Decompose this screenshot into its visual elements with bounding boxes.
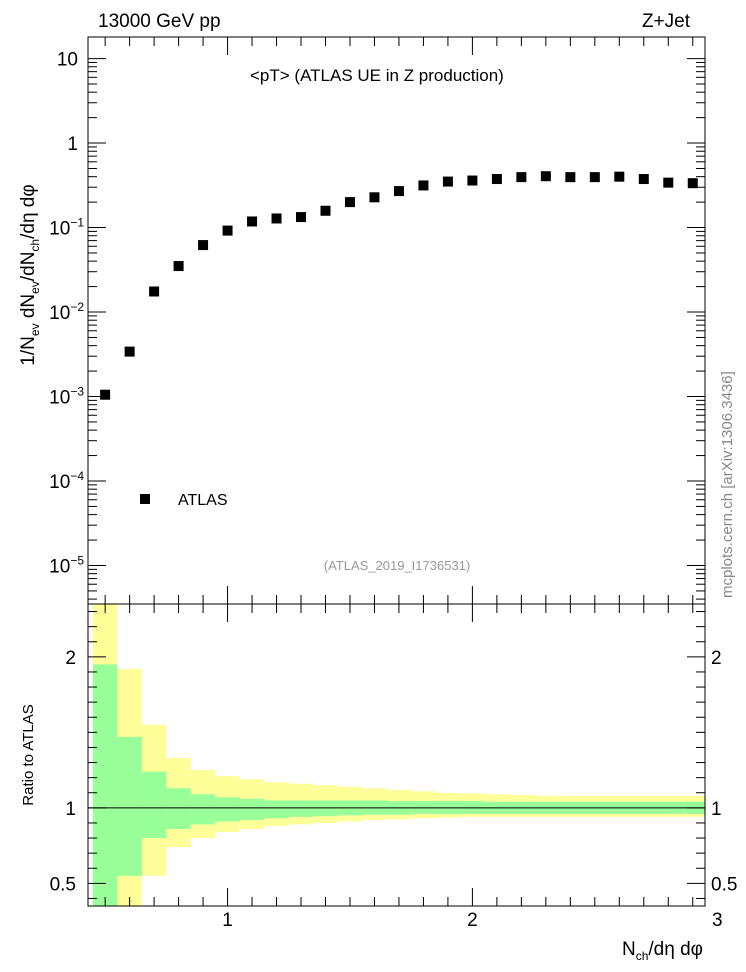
- header-energy-label: 13000 GeV pp: [98, 11, 221, 32]
- data-point: [149, 286, 160, 297]
- data-point: [393, 186, 404, 197]
- ratio-panel: 0.5 0.5 1 1 2 2 1 2 3: [50, 603, 737, 931]
- main-panel: 10 1 10−1 10−2 10−3 10−4 10−5 <pT> (ATLAS UE i…: [49, 36, 706, 605]
- data-point: [442, 176, 453, 187]
- y-tick-label: 10−3: [49, 385, 84, 409]
- data-point: [589, 172, 600, 183]
- data-points: [100, 171, 698, 400]
- ratio-band-bin: [239, 798, 265, 820]
- data-point: [344, 197, 355, 208]
- data-point: [247, 216, 258, 227]
- main-frame: [87, 36, 706, 605]
- data-point: [173, 261, 184, 272]
- main-x-ticks: [104, 37, 694, 604]
- x-tick-label: 1: [222, 910, 233, 931]
- ratio-y-tick-label: 0.5: [50, 874, 76, 895]
- data-point: [467, 175, 478, 186]
- y-tick-label: 10−1: [49, 216, 84, 240]
- data-point: [222, 225, 233, 236]
- data-point: [418, 180, 429, 191]
- chart-title: <pT> (ATLAS UE in Z production): [250, 66, 504, 85]
- data-point: [565, 172, 576, 183]
- data-point: [100, 389, 111, 400]
- data-point: [271, 213, 282, 224]
- ratio-band-bin: [117, 736, 142, 876]
- ratio-y-tick-label-right: 0.5: [711, 874, 737, 895]
- ratio-bands: [92, 604, 705, 906]
- data-point: [614, 171, 625, 182]
- ratio-band-bin: [92, 664, 118, 906]
- analysis-id: (ATLAS_2019_I1736531): [324, 558, 470, 573]
- main-y-axis-label: 1/Nev dNev/dNch/dη dφ: [18, 184, 42, 365]
- data-point: [491, 174, 502, 185]
- x-tick-label: 2: [467, 910, 478, 931]
- data-point: [296, 212, 307, 223]
- data-point: [369, 192, 380, 203]
- header-process-label: Z+Jet: [642, 11, 691, 32]
- ratio-band-bin: [141, 771, 167, 839]
- y-tick-label: 1: [67, 134, 78, 155]
- side-source-label: mcplots.cern.ch [arXiv:1306.3436]: [719, 371, 736, 598]
- y-tick-label: 10: [57, 50, 78, 71]
- ratio-y-ticks: 0.5 0.5 1 1 2 2: [50, 611, 737, 899]
- x-axis-label: Nch/dη dφ: [622, 939, 703, 963]
- ratio-x-ticks: 1 2 3: [104, 604, 723, 931]
- ratio-y-tick-label-right: 1: [711, 799, 722, 820]
- legend: ATLAS: [140, 492, 228, 509]
- ratio-band-bin: [166, 788, 191, 829]
- y-tick-label: 10−5: [49, 553, 84, 577]
- data-point: [638, 174, 649, 185]
- y-tick-label: 10−2: [49, 300, 84, 324]
- ratio-frame: [87, 603, 706, 907]
- data-point: [687, 178, 698, 189]
- ratio-y-tick-label: 2: [65, 648, 76, 669]
- ratio-y-tick-label: 1: [65, 799, 76, 820]
- data-point: [320, 205, 331, 216]
- x-tick-label: 3: [712, 910, 723, 931]
- ratio-y-axis-label: Ratio to ATLAS: [20, 704, 37, 805]
- ratio-band-bin: [264, 800, 289, 819]
- ratio-band-bin: [215, 797, 240, 822]
- legend-marker-atlas: [140, 494, 150, 504]
- data-point: [663, 177, 674, 188]
- data-point: [198, 240, 209, 251]
- legend-label-atlas: ATLAS: [178, 492, 228, 509]
- y-tick-label: 10−4: [49, 469, 84, 493]
- ratio-y-tick-label-right: 2: [711, 648, 722, 669]
- data-point: [540, 171, 551, 182]
- data-point: [516, 172, 527, 183]
- ratio-band-bin: [190, 794, 216, 825]
- data-point: [124, 346, 135, 357]
- main-y-ticks: 10 1 10−1 10−2 10−3 10−4 10−5: [49, 50, 705, 600]
- ratio-band-bin: [288, 800, 314, 817]
